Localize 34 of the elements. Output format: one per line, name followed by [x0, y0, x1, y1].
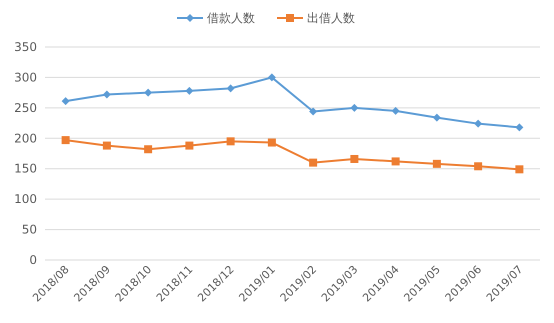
point — [309, 158, 318, 167]
point — [144, 88, 152, 97]
y-tick-label: 350 — [14, 40, 37, 54]
point — [185, 86, 194, 95]
y-tick-label: 250 — [14, 100, 37, 115]
point — [392, 106, 400, 115]
point — [185, 142, 194, 150]
point — [350, 154, 358, 163]
point — [309, 108, 318, 116]
point — [474, 120, 482, 128]
point — [144, 145, 152, 154]
point — [226, 84, 235, 92]
point — [392, 157, 400, 166]
point — [62, 136, 70, 144]
point — [515, 123, 524, 132]
point — [226, 137, 235, 146]
point — [62, 97, 70, 106]
point — [432, 160, 441, 168]
y-tick-label: 150 — [14, 162, 37, 176]
legend-label: 出借人数 — [307, 11, 355, 25]
y-tick-label: 300 — [14, 70, 37, 84]
point — [350, 104, 358, 112]
point — [102, 142, 111, 150]
point — [268, 73, 276, 82]
y-tick-label: 0 — [29, 253, 37, 267]
point — [474, 162, 482, 170]
y-tick-label: 100 — [14, 192, 37, 206]
y-tick-label: 50 — [22, 222, 37, 237]
y-tick-label: 200 — [14, 131, 37, 146]
point — [432, 114, 441, 122]
point — [268, 138, 276, 147]
point — [515, 165, 524, 174]
point — [102, 90, 111, 98]
legend-label: 借款人数 — [207, 11, 255, 25]
